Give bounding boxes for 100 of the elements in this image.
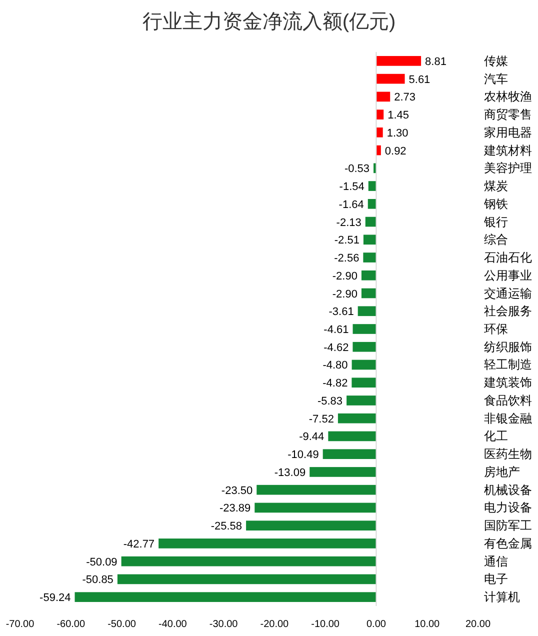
y-tick-label: 交通运输 [484, 286, 532, 300]
y-tick-label: 非银金融 [484, 411, 532, 426]
data-label: -0.53 [344, 163, 370, 176]
y-tick-label: 家用电器 [484, 125, 532, 140]
bar [368, 181, 376, 191]
bar [328, 431, 376, 442]
y-tick-label: 社会服务 [484, 304, 532, 318]
bar [361, 288, 376, 298]
bar [322, 449, 376, 460]
y-tick-label: 商贸零售 [484, 108, 532, 122]
y-tick-label: 石油石化 [484, 250, 532, 265]
bar [363, 252, 376, 262]
x-tick-label: 10.00 [414, 619, 440, 630]
x-tick-label: -10.00 [311, 619, 340, 630]
y-tick-label: 纺织服饰 [484, 340, 532, 354]
y-tick-label: 建筑装饰 [483, 376, 532, 390]
y-tick-label: 轻工制造 [484, 358, 532, 372]
data-label: -23.50 [221, 484, 253, 497]
x-tick-label: 0.00 [366, 619, 386, 630]
y-tick-label: 汽车 [484, 72, 508, 86]
data-label: -50.09 [86, 556, 118, 568]
y-tick-label: 美容护理 [484, 161, 532, 176]
data-label: -2.90 [332, 288, 358, 300]
y-tick-label: 有色金属 [484, 536, 532, 550]
data-label: -4.80 [322, 360, 348, 372]
bar [117, 574, 376, 584]
data-label: -25.58 [210, 520, 242, 533]
bar [376, 128, 383, 138]
bar [368, 198, 376, 209]
y-tick-label: 建筑材料 [483, 143, 532, 158]
y-tick-label: 煤炭 [484, 179, 508, 194]
data-label: -50.85 [82, 574, 114, 586]
x-tick-label: -50.00 [108, 619, 136, 630]
data-label: -2.56 [334, 252, 360, 265]
data-label: -9.44 [299, 431, 324, 444]
x-tick-label: 20.00 [465, 619, 491, 630]
x-tick-label: -60.00 [56, 619, 86, 630]
y-tick-label: 房地产 [484, 464, 520, 479]
bar [346, 396, 376, 406]
y-tick-label: 农林牧渔 [484, 90, 532, 104]
y-tick-label: 公用事业 [484, 268, 532, 282]
data-label: -3.61 [328, 306, 354, 318]
bar [376, 92, 390, 102]
data-label: -59.24 [40, 592, 71, 604]
bar [358, 306, 376, 316]
data-label: -4.82 [322, 378, 348, 390]
y-tick-label: 电力设备 [484, 500, 532, 515]
data-label: -13.09 [274, 466, 306, 479]
data-label: -1.64 [338, 198, 364, 211]
data-label: 8.81 [425, 56, 446, 68]
data-label: -2.13 [336, 216, 362, 229]
bar [121, 556, 376, 566]
y-tick-label: 计算机 [484, 590, 520, 604]
bar [352, 360, 376, 370]
data-label: -2.51 [334, 234, 360, 247]
bar [352, 324, 376, 334]
x-tick-label: -70.00 [6, 619, 35, 630]
bar [246, 520, 376, 530]
data-label: -7.52 [308, 413, 334, 426]
bar [338, 413, 376, 424]
y-tick-label: 国防军工 [484, 518, 532, 533]
bar [376, 145, 381, 156]
data-label: -42.77 [123, 538, 155, 550]
x-tick-label: -40.00 [158, 619, 188, 630]
data-label: 1.30 [386, 127, 408, 140]
data-label: -23.89 [219, 502, 251, 515]
x-tick-label: -30.00 [209, 619, 238, 630]
data-label: -2.90 [332, 270, 358, 282]
y-tick-label: 银行 [483, 214, 508, 229]
chart-title: 行业主力资金净流入额(亿元) [142, 10, 396, 33]
bar [376, 56, 422, 66]
y-tick-label: 电子 [484, 572, 508, 586]
data-label: 1.45 [388, 110, 410, 122]
data-label: 0.92 [384, 145, 406, 158]
bar [254, 502, 376, 513]
bar [256, 484, 376, 495]
y-tick-label: 食品饮料 [484, 393, 532, 408]
data-label: 2.73 [394, 92, 416, 104]
bar [352, 342, 376, 352]
y-tick-label: 机械设备 [484, 482, 532, 497]
y-tick-label: 传媒 [484, 54, 508, 68]
y-tick-label: 医药生物 [484, 447, 532, 462]
y-tick-label: 化工 [484, 429, 508, 444]
data-label: -5.83 [317, 395, 343, 408]
bar [74, 592, 376, 602]
bar [310, 467, 376, 477]
bar [158, 538, 376, 548]
data-label: 5.61 [408, 74, 430, 86]
bar [376, 74, 405, 84]
y-tick-label: 通信 [484, 554, 508, 568]
data-label: -10.49 [288, 449, 319, 462]
bar [352, 378, 376, 388]
y-tick-label: 钢铁 [483, 196, 508, 211]
data-label: -1.54 [339, 181, 364, 194]
y-tick-label: 环保 [484, 322, 508, 336]
y-tick-label: 综合 [484, 232, 508, 247]
data-label: -4.61 [324, 324, 349, 336]
x-tick-label: -20.00 [260, 619, 290, 630]
bar [363, 234, 376, 245]
bar [376, 110, 384, 120]
